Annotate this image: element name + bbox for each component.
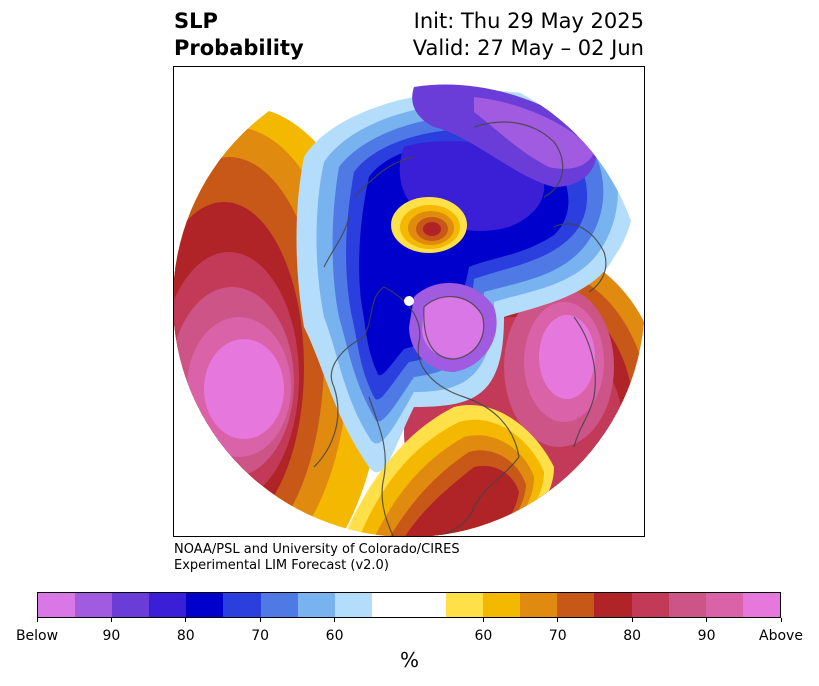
- colorbar-swatch: [483, 593, 521, 617]
- colorbar-tick: [259, 618, 261, 622]
- colorbar-tick-label: 60: [474, 628, 493, 644]
- colorbar-tick: [36, 618, 38, 622]
- coastlines: [313, 121, 607, 536]
- colorbar-swatch: [112, 593, 150, 617]
- colorbar-tick-label: 80: [176, 628, 195, 644]
- siberia-high-region: [391, 197, 467, 253]
- colorbar-tick: [482, 618, 484, 622]
- colorbar-swatch: [705, 593, 743, 617]
- init-date: Init: Thu 29 May 2025: [413, 9, 644, 33]
- colorbar-tick: [185, 618, 187, 622]
- colorbar-swatch: [297, 593, 335, 617]
- colorbar-tick: [557, 618, 559, 622]
- colorbar-swatch: [594, 593, 632, 617]
- title-left: SLP Probability: [174, 8, 304, 62]
- title-right: Init: Thu 29 May 2025 Valid: 27 May – 02…: [413, 8, 644, 62]
- colorbar-swatch: [149, 593, 187, 617]
- colorbar-swatch: [631, 593, 669, 617]
- colorbar-swatch: [446, 593, 484, 617]
- colorbar-tick-label: Below: [15, 628, 59, 644]
- credit-line-1: NOAA/PSL and University of Colorado/CIRE…: [174, 542, 460, 557]
- colorbar-swatch: [371, 593, 409, 617]
- credit-line-2: Experimental LIM Forecast (v2.0): [174, 558, 389, 573]
- colorbar-tick-label: 90: [697, 628, 716, 644]
- colorbar-swatch: [408, 593, 447, 617]
- us-warm-region: [344, 405, 554, 536]
- pole-marker: [404, 296, 414, 306]
- colorbar-tick-label: Above: [759, 628, 803, 644]
- colorbar-tick-label: 70: [548, 628, 567, 644]
- colorbar-swatch: [260, 593, 298, 617]
- polar-map: [174, 67, 644, 536]
- map-panel: [173, 66, 645, 537]
- colorbar-tick: [334, 618, 336, 622]
- colorbar-tick-label: 80: [623, 628, 642, 644]
- colorbar-swatch: [742, 593, 780, 617]
- colorbar-tick: [631, 618, 633, 622]
- colorbar-unit-label: %: [399, 648, 419, 672]
- colorbar-swatch: [334, 593, 372, 617]
- colorbar-tick: [780, 618, 782, 622]
- title-variable: SLP: [174, 9, 218, 33]
- colorbar-tick-label: 90: [102, 628, 121, 644]
- title-type: Probability: [174, 36, 304, 60]
- colorbar-tick: [706, 618, 708, 622]
- colorbar-swatch: [557, 593, 595, 617]
- valid-range: Valid: 27 May – 02 Jun: [412, 36, 644, 60]
- colorbar: [37, 592, 781, 618]
- colorbar-tick-label: 70: [251, 628, 270, 644]
- colorbar-swatch: [38, 593, 76, 617]
- colorbar-swatch: [668, 593, 706, 617]
- colorbar-swatch: [186, 593, 224, 617]
- negative-anomaly-region: [296, 84, 635, 473]
- credit-text: NOAA/PSL and University of Colorado/CIRE…: [174, 542, 460, 574]
- colorbar-tick-label: 60: [325, 628, 344, 644]
- colorbar-swatch: [223, 593, 261, 617]
- colorbar-tick: [110, 618, 112, 622]
- colorbar-swatch: [75, 593, 113, 617]
- colorbar-ticks: Below 90 80 70 60 60 70 80 90 Above: [0, 618, 819, 648]
- colorbar-swatch: [520, 593, 558, 617]
